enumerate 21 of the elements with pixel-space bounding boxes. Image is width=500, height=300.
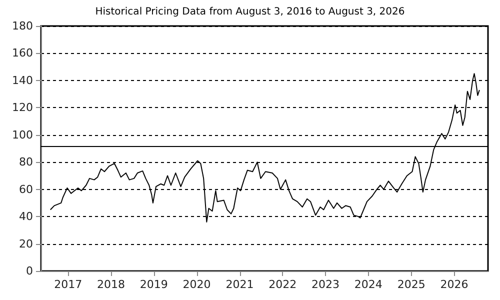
x-tick-label: 2019	[140, 278, 168, 291]
y-tick-label: 100	[12, 128, 33, 142]
x-tick-label: 2020	[182, 278, 211, 291]
y-tick-label: 140	[12, 74, 33, 87]
chart-title: Historical Pricing Data from August 3, 2016 to August 3, 2026	[95, 6, 405, 18]
x-tick-label: 2024	[354, 278, 382, 291]
y-tick-label: 60	[19, 182, 33, 196]
y-tick-label: 180	[12, 20, 33, 32]
y-tick-label: 40	[19, 210, 33, 224]
x-tick-label: 2026	[440, 278, 468, 291]
y-tick-label: 80	[19, 156, 33, 169]
x-tick-label: 2025	[397, 278, 426, 291]
x-tick-label: 2023	[312, 278, 340, 291]
x-tick-label: 2018	[97, 278, 126, 291]
y-tick-label: 20	[19, 237, 33, 250]
y-tick-label: 160	[12, 46, 33, 60]
y-tick-label: 0	[26, 264, 33, 278]
x-tick-label: 2021	[226, 278, 254, 291]
y-tick-label: 120	[12, 101, 33, 114]
x-tick-label: 2022	[268, 278, 297, 291]
x-tick-label: 2017	[54, 278, 82, 291]
